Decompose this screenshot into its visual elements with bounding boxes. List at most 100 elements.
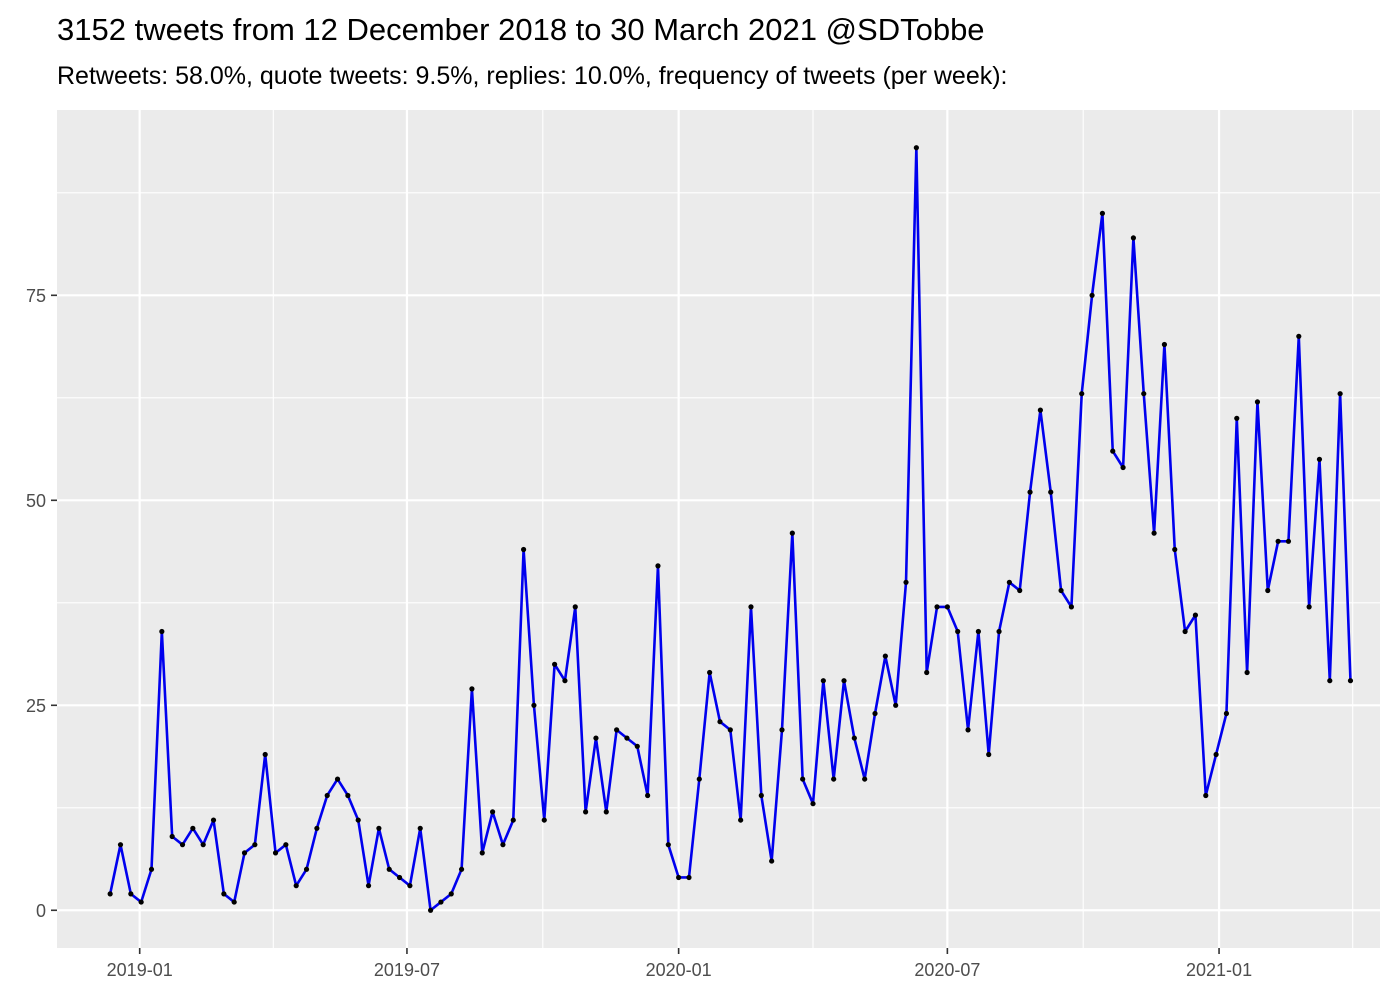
data-point [448, 891, 454, 897]
data-point [262, 751, 268, 758]
data-point [117, 842, 124, 848]
data-point [1130, 235, 1137, 241]
data-point [769, 858, 775, 864]
data-point [913, 145, 919, 151]
data-point [955, 628, 961, 635]
data-point [417, 825, 423, 831]
data-point [882, 653, 888, 659]
data-point [986, 751, 992, 758]
data-point [1306, 604, 1312, 610]
data-point [148, 866, 155, 872]
data-point [1089, 292, 1095, 298]
x-tick-label: 2020-07 [914, 960, 980, 980]
y-tick-label: 0 [36, 901, 46, 921]
data-point [169, 833, 175, 840]
data-point [1006, 579, 1012, 585]
data-point [107, 891, 113, 897]
data-point [500, 842, 506, 848]
data-point [272, 850, 279, 856]
data-point [1275, 538, 1281, 544]
data-point [944, 604, 950, 610]
data-point [727, 727, 733, 733]
data-point [1244, 669, 1250, 676]
data-point [386, 866, 392, 872]
data-point [614, 727, 620, 733]
data-point [552, 661, 558, 667]
data-point [686, 874, 692, 881]
data-point [1048, 489, 1054, 495]
data-point [1265, 587, 1271, 594]
data-point [138, 899, 144, 905]
chart-title: 3152 tweets from 12 December 2018 to 30 … [57, 12, 985, 47]
axis-ticks [51, 294, 1220, 954]
data-point [676, 874, 682, 881]
data-point [479, 850, 485, 856]
data-point [1068, 604, 1074, 610]
data-point [893, 702, 899, 708]
data-point [1027, 489, 1033, 495]
data-point [841, 678, 847, 684]
data-point [179, 842, 186, 848]
data-point [1120, 464, 1126, 471]
x-tick-label: 2019-01 [107, 960, 173, 980]
x-tick-label: 2021-01 [1186, 960, 1252, 980]
data-point [252, 842, 258, 848]
data-point [1037, 407, 1043, 413]
data-point [831, 776, 837, 782]
data-point [314, 825, 320, 831]
data-point [1254, 399, 1261, 405]
data-point [221, 891, 227, 897]
data-point [531, 702, 537, 708]
data-point [210, 817, 217, 823]
data-point [748, 604, 754, 610]
data-point [159, 628, 165, 635]
data-point [510, 817, 516, 823]
data-point [1347, 678, 1354, 684]
data-point [1182, 628, 1188, 635]
data-point [427, 907, 434, 913]
data-point [324, 792, 330, 799]
data-point [293, 883, 299, 889]
data-point [624, 735, 630, 741]
data-point [655, 563, 661, 569]
data-point [934, 604, 940, 610]
x-tick-label: 2020-01 [646, 960, 712, 980]
data-point [1223, 710, 1230, 717]
data-point [190, 825, 196, 831]
data-point [583, 809, 589, 815]
minor-gridlines [57, 110, 1380, 948]
y-tick-label: 25 [26, 696, 46, 716]
data-point [645, 792, 651, 799]
data-point [241, 850, 248, 856]
data-point [851, 735, 857, 741]
data-point [707, 669, 713, 676]
plot-panel [57, 110, 1380, 948]
data-point [572, 604, 578, 610]
data-point [1172, 546, 1178, 553]
data-point [1213, 751, 1219, 758]
data-point [303, 866, 310, 872]
data-point [903, 579, 909, 585]
data-point [283, 842, 289, 848]
data-point [924, 669, 930, 676]
data-point [1327, 678, 1333, 684]
data-point [1058, 587, 1064, 594]
data-point [758, 792, 764, 799]
data-point [800, 776, 806, 782]
data-point [458, 866, 465, 872]
data-point [593, 735, 599, 741]
data-point [376, 825, 382, 831]
data-point [779, 727, 785, 733]
data-point [469, 686, 475, 692]
series-layer [107, 145, 1354, 913]
data-point [562, 678, 568, 684]
data-point [1110, 448, 1116, 454]
data-point [738, 817, 744, 823]
data-point [1079, 391, 1085, 397]
data-point [231, 899, 237, 905]
data-point [489, 809, 496, 815]
data-point [407, 883, 413, 889]
data-point [1099, 210, 1106, 216]
data-point [1234, 415, 1240, 421]
